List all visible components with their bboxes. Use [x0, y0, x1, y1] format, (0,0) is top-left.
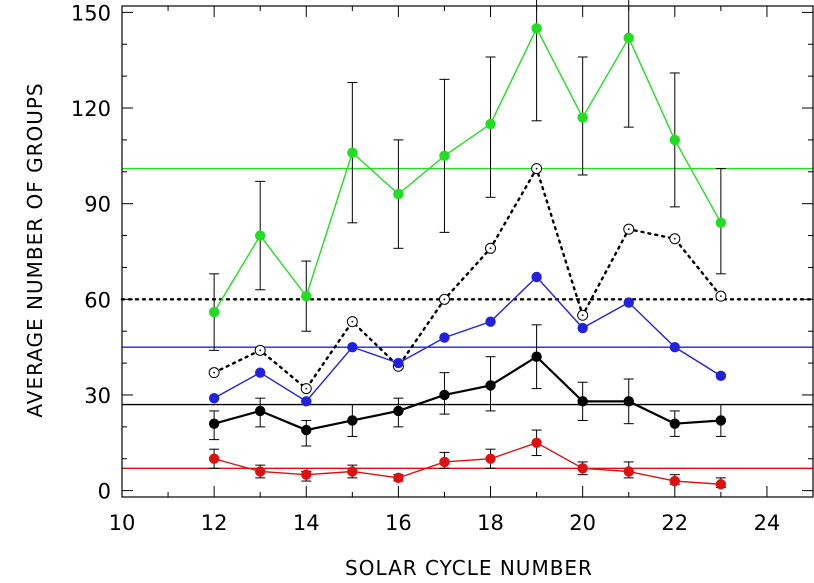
data-point-0-2	[301, 290, 312, 302]
y-tick-label-150: 150	[71, 1, 111, 25]
data-point-4-5	[439, 456, 450, 468]
data-point-0-10	[669, 134, 680, 146]
data-point-0-3	[347, 147, 358, 158]
data-point-2-7	[531, 271, 542, 283]
x-tick-label-22: 22	[661, 511, 688, 535]
data-point-3-3	[347, 415, 358, 426]
data-point-4-6	[485, 453, 496, 464]
data-point-0-8	[577, 112, 588, 123]
data-point-3-7	[531, 351, 542, 362]
data-point-2-8	[577, 322, 588, 334]
data-point-4-7	[531, 437, 542, 448]
x-tick-label-24: 24	[754, 511, 781, 535]
data-point-center-1-7	[535, 167, 538, 170]
data-point-3-9	[623, 396, 634, 407]
x-tick-label-20: 20	[569, 511, 596, 535]
data-point-4-3	[347, 466, 358, 477]
data-point-4-1	[255, 466, 266, 477]
data-point-3-0	[208, 418, 220, 429]
data-point-center-1-2	[305, 387, 308, 390]
data-point-center-1-5	[443, 298, 446, 301]
error-bars	[209, 0, 726, 488]
y-tick-label-0: 0	[98, 480, 111, 504]
data-point-3-4	[393, 405, 404, 417]
data-point-center-1-3	[351, 320, 354, 323]
data-point-0-5	[439, 150, 450, 162]
data-point-0-7	[531, 23, 542, 34]
plot-frame	[121, 5, 814, 498]
y-tick-label-60: 60	[84, 288, 111, 312]
data-point-3-10	[669, 418, 680, 429]
data-point-3-8	[577, 396, 588, 407]
series-line-4	[213, 442, 721, 485]
y-tick-label-120: 120	[71, 97, 111, 121]
axes: 10 12 14 16 18 20 22 24 0 30 60 90 120 150	[71, 1, 814, 535]
data-point-center-1-11	[719, 295, 722, 298]
data-point-4-11	[715, 479, 727, 490]
x-tick-label-18: 18	[477, 511, 504, 535]
series-points	[208, 23, 727, 490]
series-line-1	[212, 165, 723, 391]
data-point-2-0	[208, 392, 220, 404]
x-tick-label-14: 14	[293, 511, 320, 535]
data-point-2-5	[439, 332, 450, 343]
data-point-2-6	[485, 316, 496, 327]
mean-lines	[120, 167, 814, 470]
series-lines	[212, 26, 723, 485]
data-point-4-10	[669, 475, 680, 487]
series-line-0	[213, 26, 722, 313]
data-point-3-2	[301, 424, 312, 436]
data-point-2-3	[347, 341, 358, 353]
data-point-0-11	[715, 217, 727, 229]
data-point-4-2	[301, 469, 312, 480]
data-point-center-1-0	[213, 371, 216, 374]
data-point-2-1	[255, 367, 266, 378]
data-point-center-1-8	[581, 314, 584, 317]
data-point-center-1-10	[673, 237, 676, 240]
y-tick-label-30: 30	[84, 384, 111, 408]
data-point-2-11	[715, 370, 727, 382]
y-tick-label-90: 90	[84, 193, 111, 217]
data-point-3-11	[715, 415, 727, 426]
data-point-0-0	[208, 306, 220, 318]
x-tick-label-16: 16	[385, 511, 412, 535]
data-point-0-9	[623, 32, 634, 44]
data-point-4-0	[208, 453, 220, 464]
x-tick-label-10: 10	[109, 511, 136, 535]
x-tick-label-12: 12	[201, 511, 228, 535]
data-point-2-2	[301, 396, 312, 407]
data-point-0-4	[393, 188, 404, 200]
data-point-4-4	[393, 472, 404, 484]
data-point-3-5	[439, 389, 450, 401]
data-point-3-6	[485, 380, 496, 391]
x-axis-title: SOLAR CYCLE NUMBER	[345, 556, 593, 580]
data-point-4-8	[577, 463, 588, 474]
series-line-2	[213, 275, 722, 403]
data-point-center-1-1	[259, 349, 262, 352]
data-point-2-9	[623, 297, 634, 308]
data-point-center-1-6	[489, 247, 492, 250]
data-point-2-10	[669, 341, 680, 353]
data-point-2-4	[393, 357, 404, 369]
data-point-0-1	[255, 230, 266, 241]
data-point-4-9	[623, 466, 634, 477]
data-point-3-1	[255, 405, 266, 417]
y-axis-title: AVERAGE NUMBER OF GROUPS	[23, 82, 47, 417]
data-point-0-6	[485, 118, 496, 130]
series-line-3	[213, 355, 721, 432]
data-point-center-1-9	[627, 228, 630, 231]
